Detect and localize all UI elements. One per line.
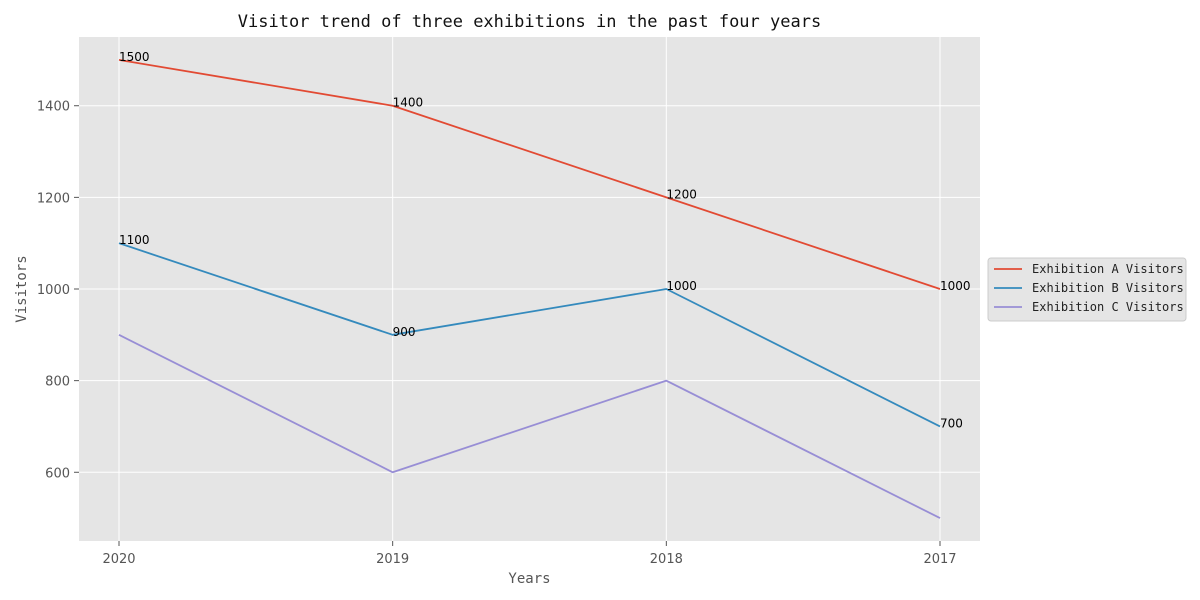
x-tick-label: 2017 (923, 552, 956, 567)
data-label: 1500 (119, 50, 150, 64)
data-labels: 1500 1400 1200 1000 1100 900 1000 700 (119, 50, 971, 431)
data-label: 1000 (940, 279, 971, 293)
x-tick-label: 2019 (376, 552, 409, 567)
series-line-a (118, 59, 941, 290)
data-label: 1000 (666, 279, 697, 293)
series-lines (118, 59, 941, 519)
y-tick-label: 1200 (37, 191, 70, 206)
chart-title: Visitor trend of three exhibitions in th… (238, 12, 821, 32)
x-tick-label: 2018 (650, 552, 683, 567)
data-label: 1400 (393, 96, 424, 110)
series-line-b (118, 242, 941, 428)
legend-box (987, 257, 1187, 322)
x-axis-label: Years (508, 571, 550, 587)
data-label: 900 (393, 325, 416, 339)
legend: Exhibition A Visitors Exhibition B Visito… (987, 257, 1187, 322)
data-label: 1200 (666, 187, 697, 201)
data-label: 700 (940, 416, 963, 430)
grid (79, 37, 980, 541)
y-tick-label: 1400 (37, 100, 70, 115)
y-tick-label: 1000 (37, 283, 70, 298)
x-tick-label: 2020 (102, 552, 135, 567)
legend-label: Exhibition C Visitors (1032, 300, 1184, 314)
y-axis-label: Visitors (14, 255, 30, 322)
axes: 600 800 1000 1200 1400 2020 2019 2018 2017 (37, 100, 957, 567)
y-tick-label: 800 (45, 375, 70, 390)
data-label: 1100 (119, 233, 150, 247)
legend-label: Exhibition A Visitors (1032, 262, 1184, 276)
y-tick-label: 600 (45, 466, 70, 481)
series-line-c (118, 334, 941, 519)
legend-label: Exhibition B Visitors (1032, 281, 1184, 295)
